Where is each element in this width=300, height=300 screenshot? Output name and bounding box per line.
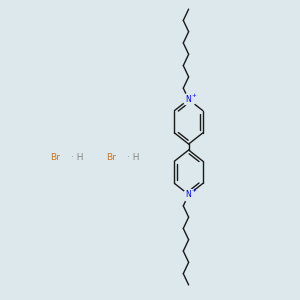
Text: N: N: [185, 95, 191, 104]
Text: N: N: [185, 190, 191, 199]
Text: · H: · H: [71, 153, 83, 162]
Text: · H: · H: [128, 153, 140, 162]
Text: +: +: [191, 92, 196, 98]
Text: +: +: [191, 188, 196, 193]
Text: Br: Br: [106, 153, 116, 162]
Text: Br: Br: [50, 153, 60, 162]
